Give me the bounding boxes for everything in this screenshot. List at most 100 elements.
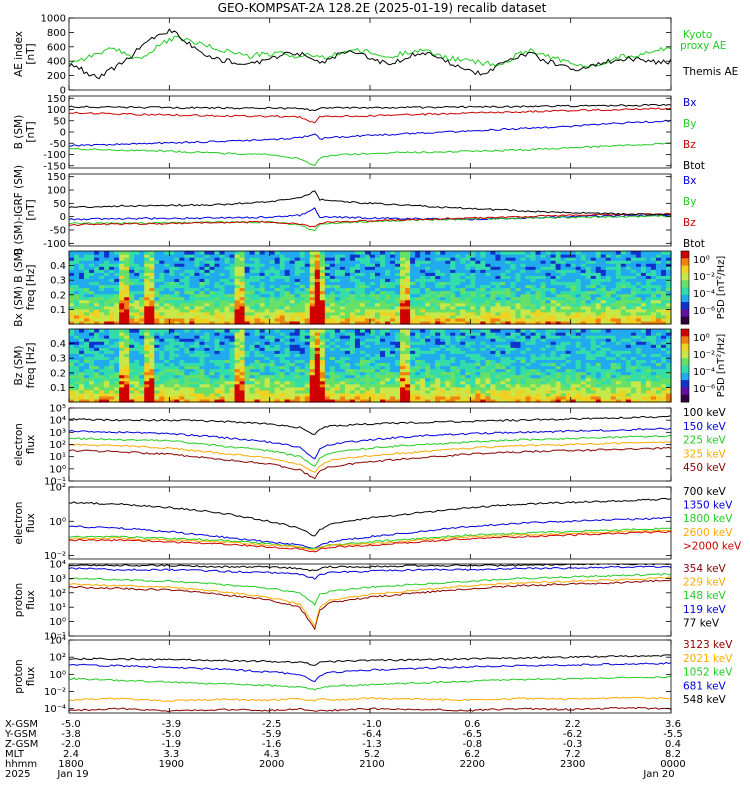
spectrogram-cell — [395, 287, 401, 292]
spectrogram-cell — [204, 374, 211, 379]
spectrogram-cell — [395, 272, 401, 276]
spectrogram-cell — [219, 329, 226, 333]
spectrogram-cell — [420, 284, 426, 289]
spectrogram-cell — [344, 314, 351, 319]
spectrogram-cell — [465, 287, 471, 292]
spectrogram-cell — [149, 335, 155, 339]
spectrogram-cell — [239, 278, 246, 283]
spectrogram-cell — [354, 263, 361, 267]
spectrogram-cell — [99, 317, 105, 322]
spectrogram-cell — [79, 266, 85, 270]
spectrogram-cell — [304, 374, 311, 379]
spectrogram-cell — [209, 383, 216, 388]
spectrogram-cell — [289, 254, 296, 258]
spectrogram-cell — [314, 332, 321, 336]
spectrogram-cell — [209, 296, 216, 301]
spectrogram-cell — [339, 392, 346, 397]
spectrogram-cell — [319, 374, 326, 379]
spectrogram-cell — [560, 320, 567, 325]
spectrogram-cell — [324, 395, 331, 400]
spectrogram-cell — [209, 365, 216, 370]
spectrogram-cell — [254, 284, 261, 289]
spectrogram-cell — [565, 272, 572, 276]
spectrogram-cell — [144, 398, 150, 403]
spectrogram-cell — [415, 290, 421, 295]
spectrogram-cell — [269, 272, 276, 276]
colorbar-frame — [680, 250, 690, 325]
spectrogram-cell — [465, 263, 471, 267]
spectrogram-cell — [390, 296, 396, 301]
spectrogram-cell — [324, 278, 331, 283]
spectrogram-cell — [380, 284, 386, 289]
spectrogram-cell — [184, 311, 190, 316]
spectrogram-cell — [395, 335, 401, 339]
spectrogram-cell — [124, 365, 130, 370]
series-line-bz — [69, 212, 671, 228]
spectrogram-cell — [69, 308, 75, 313]
spectrogram-cell — [84, 395, 90, 400]
spectrogram-cell — [344, 278, 351, 283]
spectrogram-cell — [430, 287, 436, 292]
spectrogram-cell — [420, 299, 426, 304]
spectrogram-cell — [234, 275, 241, 279]
spectrogram-cell — [415, 254, 421, 258]
spectrogram-cell — [284, 278, 291, 283]
spectrogram-cell — [159, 347, 165, 351]
spectrogram-cell — [390, 374, 396, 379]
spectrogram-cell — [610, 269, 617, 273]
spectrogram-cell — [279, 368, 286, 373]
spectrogram-cell — [430, 353, 436, 357]
spectrogram-cell — [405, 353, 411, 357]
spectrogram-cell — [410, 368, 416, 373]
spectrogram-cell — [515, 257, 522, 261]
spectrogram-cell — [259, 353, 266, 357]
spectrogram-cell — [400, 332, 406, 336]
spectrogram-cell — [344, 332, 351, 336]
spectrogram-cell — [334, 344, 341, 348]
spectrogram-cell — [660, 254, 667, 258]
spectrogram-cell — [179, 263, 185, 267]
spectrogram-cell — [450, 362, 456, 367]
spectrogram-cell — [620, 317, 627, 322]
spectrogram-cell — [470, 392, 476, 397]
spectrogram-cell — [440, 383, 446, 388]
spectrogram-cell — [239, 344, 246, 348]
spectrogram-cell — [84, 257, 90, 261]
spectrogram-cell — [435, 353, 441, 357]
spectrogram-cell — [204, 275, 211, 279]
spectrogram-cell — [229, 329, 236, 333]
spectrogram-cell — [239, 302, 246, 307]
spectrogram-cell — [460, 395, 466, 400]
spectrogram-cell — [149, 281, 155, 286]
spectrogram-cell — [299, 374, 306, 379]
spectrogram-cell — [199, 302, 206, 307]
spectrogram-cell — [655, 281, 662, 286]
spectrogram-cell — [174, 287, 180, 292]
spectrogram-cell — [164, 332, 170, 336]
spectrogram-cell — [535, 251, 542, 255]
spectrogram-cell — [410, 350, 416, 354]
spectrogram-cell — [174, 296, 180, 301]
spectrogram-cell — [334, 278, 341, 283]
spectrogram-cell — [229, 317, 236, 322]
spectrogram-cell — [114, 377, 120, 382]
spectrogram-cell — [309, 386, 316, 391]
spectrogram-cell — [435, 374, 441, 379]
spectrogram-cell — [640, 305, 647, 310]
spectrogram-cell — [390, 254, 396, 258]
spectrogram-cell — [515, 296, 522, 301]
spectrogram-cell — [114, 260, 120, 264]
spectrogram-cell — [214, 296, 221, 301]
spectrogram-cell — [615, 314, 622, 319]
spectrogram-cell — [189, 281, 196, 286]
spectrogram-cell — [294, 263, 301, 267]
spectrogram-cell — [375, 377, 381, 382]
y-axis-label: [nT] — [25, 199, 37, 220]
spectrogram-cell — [219, 374, 226, 379]
spectrogram-cell — [174, 302, 180, 307]
spectrogram-cell — [99, 278, 105, 283]
spectrogram-cell — [500, 266, 507, 270]
spectrogram-cell — [530, 302, 537, 307]
spectrogram-cell — [445, 392, 451, 397]
